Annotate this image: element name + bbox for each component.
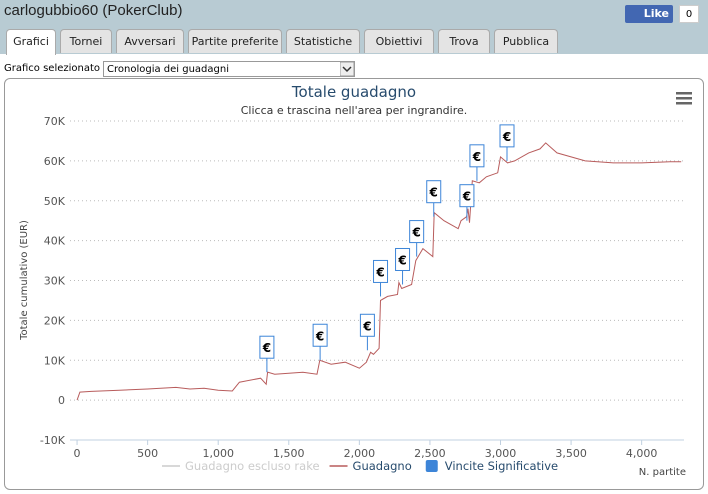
flag: € [426,180,442,217]
flag-label: € [397,253,406,267]
flag: € [469,144,485,181]
flag: € [373,259,389,297]
tab[interactable]: Grafici [6,29,56,55]
flag-label: € [262,341,271,355]
select-value: Cronologia dei guadagni [107,64,229,75]
flag-box [426,180,442,204]
chart-subtitle: Clicca e trascina nell'area per ingrandi… [241,104,468,117]
flag-box [499,124,515,148]
flag-box [409,220,425,244]
x-tick-label: 3,000 [485,447,517,460]
y-tick-label: 70K [44,115,66,128]
y-tick-label: 30K [44,275,66,288]
flag-label: € [502,130,511,144]
y-tick-label: 60K [44,155,66,168]
tab[interactable]: Trova [438,29,490,53]
selector-label: Grafico selezionato [4,63,101,74]
series-line [76,142,682,401]
x-tick-label: 1,000 [202,447,234,460]
profile-title: carlogubbio60 (PokerClub) [4,2,183,19]
flag: € [459,184,475,221]
flag-label: € [362,319,371,333]
y-tick-label: 50K [44,195,66,208]
legend-label: Guadagno [353,459,412,473]
legend-label: Guadagno escluso rake [185,459,320,473]
tab[interactable]: Tornei [60,29,112,53]
flag-box [373,259,389,283]
y-axis-title: Totale cumulativo (EUR) [19,220,30,341]
chart-title: Totale guadagno [291,83,416,101]
flag-label: € [429,186,438,200]
like-button[interactable]: Like [625,5,673,23]
flag-label: € [375,265,384,279]
flag-box [469,144,485,168]
tab[interactable]: Partite preferite [188,29,282,53]
flag-box [359,313,375,337]
x-axis-title: N. partite [639,467,686,478]
y-tick-label: -10K [40,434,66,447]
flag: € [409,220,425,257]
legend-label: Vincite Significative [445,459,558,473]
legend-item[interactable]: Guadagno [329,459,412,473]
chart: Totale guadagno Clicca e trascina nell'a… [19,83,692,478]
y-tick-label: 40K [44,235,66,248]
x-tick-label: 3,500 [555,447,587,460]
legend-item[interactable]: Vincite Significative [425,459,558,473]
flag: € [395,247,411,285]
tab[interactable]: Obiettivi [364,29,434,53]
flag-label: € [462,190,471,204]
chart-frame [4,78,704,490]
legend-swatch [425,460,438,472]
flag-label: € [315,329,324,343]
tab[interactable]: Statistiche [286,29,360,53]
flag-label: € [411,226,420,240]
flag: € [312,323,328,361]
flag-box [395,247,411,271]
flag: € [259,335,275,373]
flag-box [459,184,475,208]
x-tick-label: 2,000 [344,447,376,460]
x-tick-label: 4,000 [626,447,658,460]
flag-box [312,323,328,347]
like-count: 0 [679,5,699,23]
chart-select[interactable]: Cronologia dei guadagni [103,61,355,77]
x-tick-label: 1,500 [273,447,305,460]
legend-item[interactable]: Guadagno escluso rake [162,459,320,473]
select-arrow [340,62,354,76]
y-tick-label: 0 [58,394,65,407]
flag: € [359,313,375,351]
y-tick-label: 20K [44,314,66,327]
flag: € [499,124,515,161]
x-tick-label: 0 [74,447,81,460]
x-tick-label: 2,500 [414,447,446,460]
tab[interactable]: Pubblica [494,29,558,53]
menu-button[interactable] [676,92,692,105]
flag-box [259,335,275,359]
tab[interactable]: Avversari [116,29,184,53]
y-tick-label: 10K [44,354,66,367]
flag-label: € [472,150,481,164]
x-tick-label: 500 [137,447,158,460]
